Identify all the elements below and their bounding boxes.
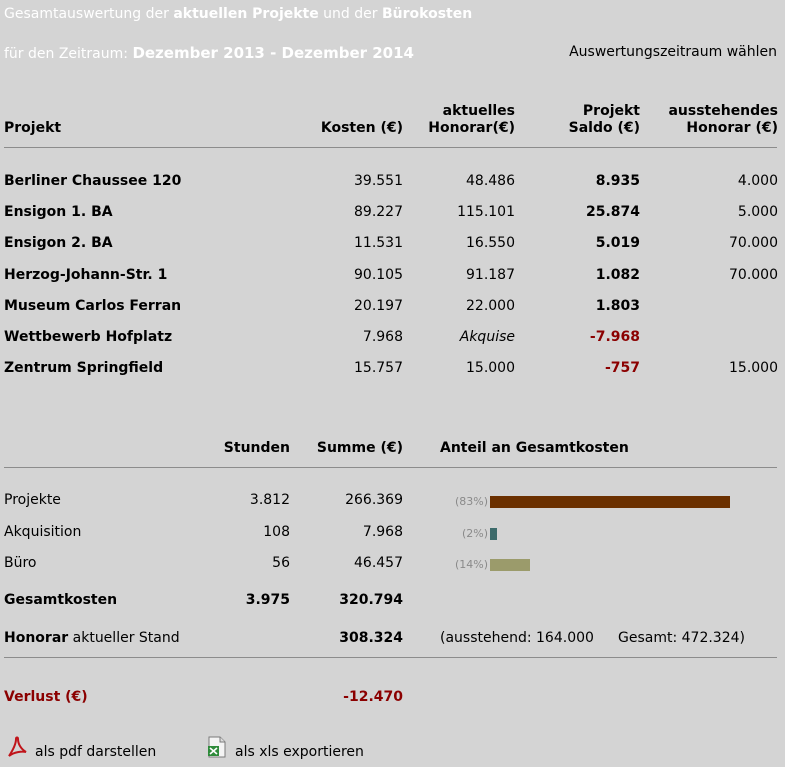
share-bar bbox=[490, 528, 497, 540]
divider bbox=[4, 467, 777, 468]
share-percent: (2%) bbox=[461, 527, 488, 540]
project-honorar: 48.486 bbox=[466, 173, 515, 189]
summary-label: Büro bbox=[4, 555, 37, 571]
col-header-ausstehend-line1: ausstehendes bbox=[668, 103, 778, 119]
share-percent: (14%) bbox=[454, 558, 488, 571]
summary-stunden: 3.812 bbox=[249, 492, 290, 508]
project-kosten: 15.757 bbox=[354, 360, 403, 376]
summary-summe: 266.369 bbox=[345, 492, 403, 508]
verlust-value: -12.470 bbox=[343, 689, 403, 705]
col-header-saldo-line1: Projekt bbox=[582, 103, 640, 119]
summary-stunden: 56 bbox=[272, 555, 290, 571]
project-honorar: 115.101 bbox=[457, 204, 515, 220]
honorar-label-rest: aktueller Stand bbox=[68, 630, 180, 646]
project-kosten: 89.227 bbox=[354, 204, 403, 220]
summary-stunden: 108 bbox=[263, 524, 290, 540]
divider bbox=[4, 657, 777, 658]
period-line: für den Zeitraum: Dezember 2013 - Dezemb… bbox=[4, 44, 414, 62]
period-value: Dezember 2013 - Dezember 2014 bbox=[132, 44, 414, 62]
xls-export-label: als xls exportieren bbox=[235, 744, 364, 760]
project-name: Ensigon 1. BA bbox=[4, 204, 113, 220]
project-honorar: 16.550 bbox=[466, 235, 515, 251]
period-label: für den Zeitraum: bbox=[4, 46, 133, 62]
share-percent: (83%) bbox=[454, 495, 488, 508]
project-ausstehend: 70.000 bbox=[729, 267, 778, 283]
project-ausstehend: 70.000 bbox=[729, 235, 778, 251]
honorar-label: Honorar aktueller Stand bbox=[4, 630, 180, 646]
col-header-stunden: Stunden bbox=[223, 440, 290, 456]
title-emphasis: aktuellen Projekte bbox=[173, 6, 319, 22]
project-saldo: 25.874 bbox=[585, 204, 640, 220]
summary-label: Projekte bbox=[4, 492, 61, 508]
col-header-ausstehend: ausstehendes Honorar (€) bbox=[668, 103, 778, 137]
project-kosten: 20.197 bbox=[354, 298, 403, 314]
project-name: Museum Carlos Ferran bbox=[4, 298, 182, 314]
project-name: Herzog-Johann-Str. 1 bbox=[4, 267, 168, 283]
project-kosten: 39.551 bbox=[354, 173, 403, 189]
col-header-honorar: aktuelles Honorar(€) bbox=[428, 103, 515, 137]
project-saldo: 1.082 bbox=[595, 267, 640, 283]
share-bar bbox=[490, 496, 730, 508]
honorar-ausstehend: (ausstehend: 164.000 bbox=[440, 630, 594, 646]
pdf-export-label: als pdf darstellen bbox=[35, 744, 157, 760]
title-text: Gesamtauswertung der bbox=[4, 6, 174, 22]
project-honorar: Akquise bbox=[459, 329, 515, 345]
project-honorar: 22.000 bbox=[466, 298, 515, 314]
total-summe: 320.794 bbox=[339, 592, 403, 608]
xls-icon bbox=[208, 736, 226, 758]
summary-label: Akquisition bbox=[4, 524, 82, 540]
project-name: Ensigon 2. BA bbox=[4, 235, 113, 251]
project-ausstehend: 5.000 bbox=[737, 204, 778, 220]
project-name: Zentrum Springfield bbox=[4, 360, 164, 376]
divider bbox=[4, 147, 777, 148]
col-header-saldo-line2: Saldo (€) bbox=[568, 120, 640, 136]
title-text: und der bbox=[318, 6, 382, 22]
total-stunden: 3.975 bbox=[245, 592, 290, 608]
project-saldo: -7.968 bbox=[589, 329, 640, 345]
verlust-label: Verlust (€) bbox=[4, 689, 88, 705]
col-header-project: Projekt bbox=[4, 120, 62, 136]
project-saldo: -757 bbox=[604, 360, 640, 376]
project-kosten: 7.968 bbox=[362, 329, 403, 345]
col-header-ausstehend-line2: Honorar (€) bbox=[686, 120, 778, 136]
col-header-honorar-line1: aktuelles bbox=[442, 103, 515, 119]
project-saldo: 1.803 bbox=[595, 298, 640, 314]
col-header-honorar-line2: Honorar(€) bbox=[428, 120, 515, 136]
pdf-icon bbox=[8, 736, 27, 757]
project-kosten: 11.531 bbox=[354, 235, 403, 251]
project-name: Berliner Chaussee 120 bbox=[4, 173, 182, 189]
honorar-summe: 308.324 bbox=[339, 630, 403, 646]
project-name: Wettbewerb Hofplatz bbox=[4, 329, 173, 345]
title-emphasis: Bürokosten bbox=[381, 6, 473, 22]
project-ausstehend: 15.000 bbox=[729, 360, 778, 376]
share-bar bbox=[490, 559, 530, 571]
project-honorar: 91.187 bbox=[466, 267, 515, 283]
project-kosten: 90.105 bbox=[354, 267, 403, 283]
col-header-summe: Summe (€) bbox=[316, 440, 403, 456]
project-ausstehend: 4.000 bbox=[737, 173, 778, 189]
col-header-anteil: Anteil an Gesamtkosten bbox=[440, 440, 629, 456]
select-period-link[interactable]: Auswertungszeitraum wählen bbox=[569, 44, 777, 60]
col-header-kosten: Kosten (€) bbox=[320, 120, 403, 136]
summary-summe: 7.968 bbox=[362, 524, 403, 540]
honorar-label-bold: Honorar bbox=[4, 630, 69, 646]
honorar-gesamt: Gesamt: 472.324) bbox=[618, 630, 745, 646]
project-honorar: 15.000 bbox=[466, 360, 515, 376]
total-label: Gesamtkosten bbox=[4, 592, 118, 608]
col-header-saldo: Projekt Saldo (€) bbox=[569, 103, 640, 137]
report-title: Gesamtauswertung der aktuellen Projekte … bbox=[4, 6, 472, 22]
summary-summe: 46.457 bbox=[354, 555, 403, 571]
project-saldo: 8.935 bbox=[595, 173, 640, 189]
project-saldo: 5.019 bbox=[595, 235, 640, 251]
